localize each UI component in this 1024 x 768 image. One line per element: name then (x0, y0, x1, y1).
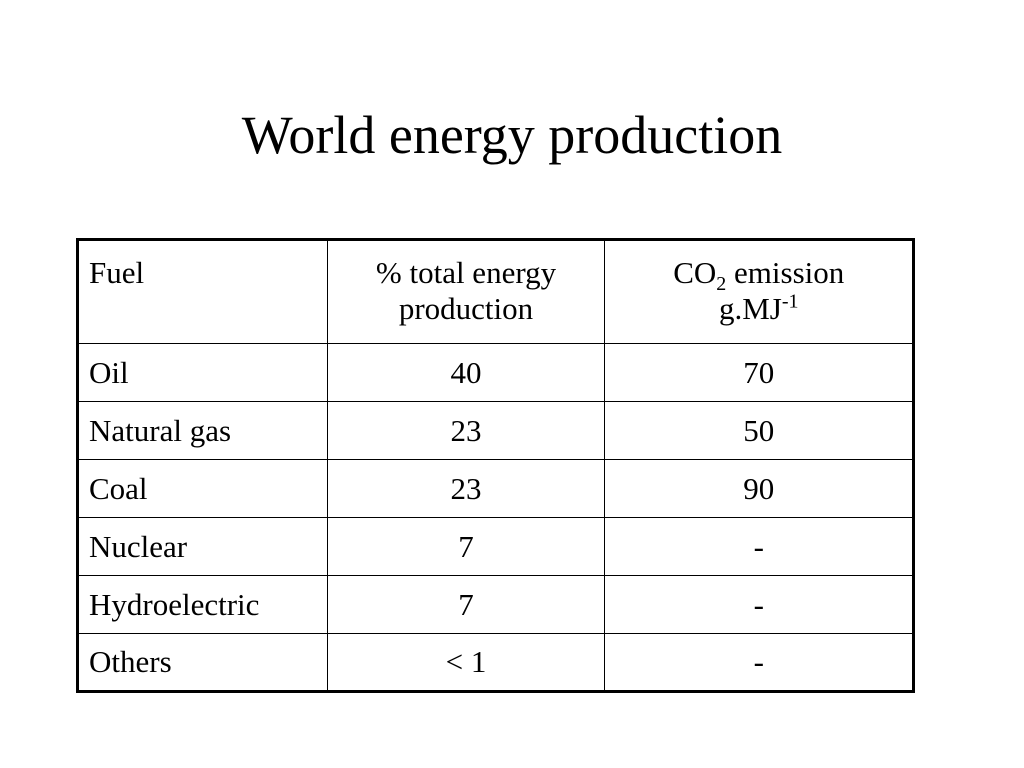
co2-prefix: CO (673, 255, 717, 290)
cell-fuel: Oil (77, 343, 328, 402)
unit-base: g.MJ (718, 291, 782, 326)
energy-table: Fuel % total energy production CO2 emiss… (76, 238, 915, 693)
header-co2-emission: CO2 emission g.MJ-1 (604, 239, 914, 344)
cell-fuel: Hydroelectric (77, 575, 328, 634)
table-row: Natural gas 23 50 (77, 401, 914, 460)
cell-co2: 70 (604, 343, 914, 402)
cell-percent: 40 (326, 343, 606, 402)
cell-percent: 7 (326, 575, 606, 634)
cell-percent: 7 (326, 517, 606, 576)
header-percent-total: % total energy production (326, 239, 606, 344)
header-fuel: Fuel (77, 239, 328, 344)
cell-fuel: Nuclear (77, 517, 328, 576)
cell-percent: 23 (326, 401, 606, 460)
cell-co2: 50 (604, 401, 914, 460)
table-row: Hydroelectric 7 - (77, 575, 914, 634)
cell-fuel: Coal (77, 459, 328, 518)
cell-co2: - (604, 633, 914, 692)
table-row: Oil 40 70 (77, 343, 914, 402)
cell-co2: - (604, 517, 914, 576)
table-header-row: Fuel % total energy production CO2 emiss… (77, 239, 914, 344)
co2-suffix: emission (726, 255, 845, 290)
cell-fuel: Natural gas (77, 401, 328, 460)
co2-subscript: 2 (716, 273, 727, 296)
table-row: Others < 1 - (77, 633, 914, 692)
cell-percent: < 1 (326, 633, 606, 692)
table-row: Nuclear 7 - (77, 517, 914, 576)
table-row: Coal 23 90 (77, 459, 914, 518)
cell-fuel: Others (77, 633, 328, 692)
cell-co2: - (604, 575, 914, 634)
unit-superscript: -1 (781, 290, 799, 313)
slide-title: World energy production (241, 105, 783, 165)
cell-percent: 23 (326, 459, 606, 518)
cell-co2: 90 (604, 459, 914, 518)
